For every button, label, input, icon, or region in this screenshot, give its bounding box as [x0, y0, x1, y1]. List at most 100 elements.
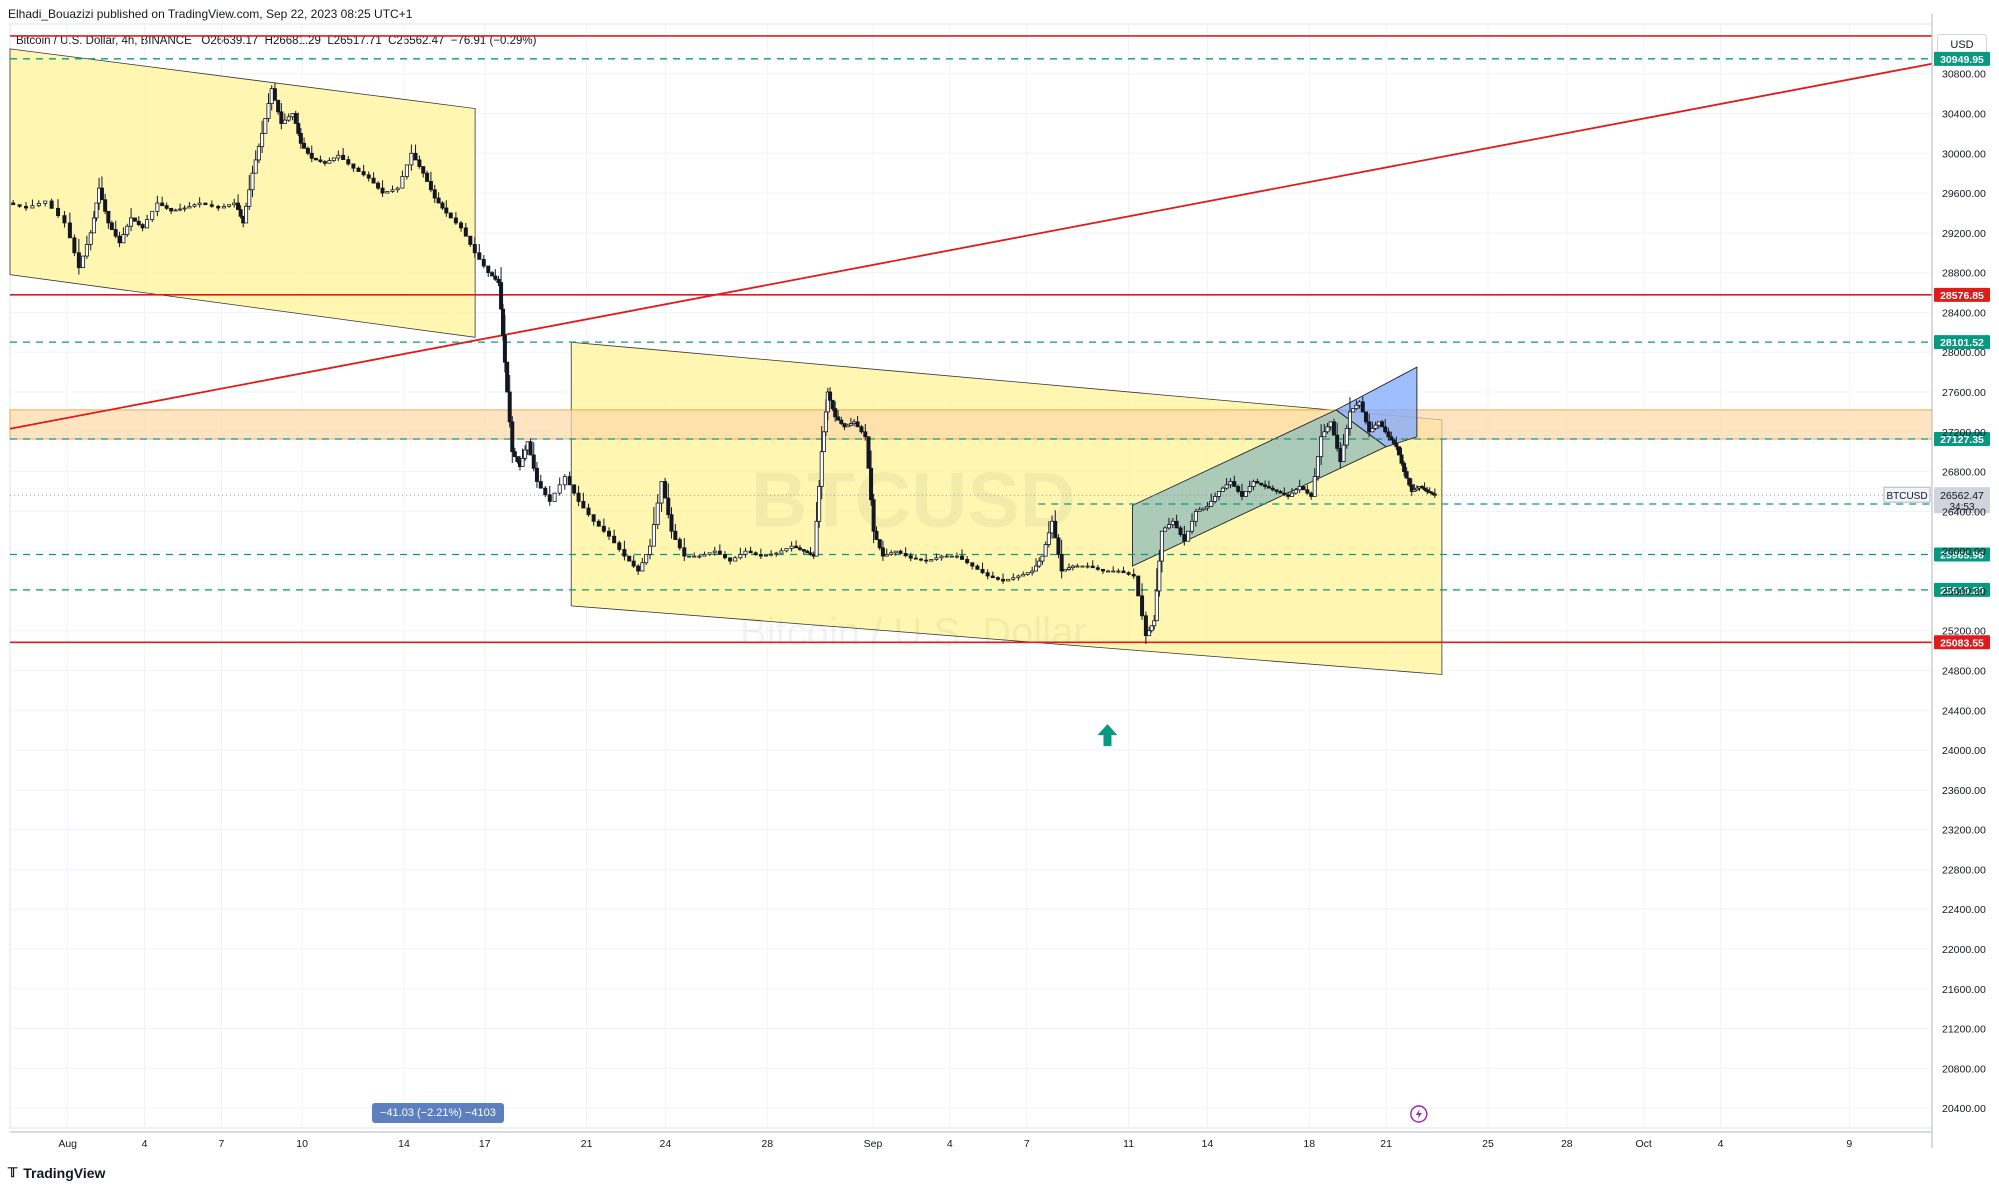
- candle-body: [356, 167, 361, 172]
- candle-body: [677, 539, 682, 549]
- candle-body: [612, 535, 617, 544]
- candle-body: [132, 217, 137, 222]
- tradingview-logo-icon: 𝕋: [8, 1165, 18, 1180]
- candle-body: [448, 212, 453, 219]
- candle-body: [1205, 505, 1210, 509]
- candle-body: [859, 426, 864, 433]
- y-tick-label: 24800.00: [1942, 665, 1986, 677]
- candle-body: [290, 113, 295, 118]
- candle-body: [607, 530, 612, 537]
- candle-body: [648, 545, 653, 555]
- candle-body: [528, 441, 533, 456]
- candle-body: [601, 525, 606, 532]
- candle-body: [178, 208, 183, 211]
- candle-body: [965, 559, 970, 564]
- candle-body: [1090, 565, 1095, 569]
- candle-body: [1357, 401, 1362, 406]
- candle-body: [428, 181, 433, 191]
- candle-body: [1186, 530, 1191, 542]
- candle-body: [1379, 421, 1384, 428]
- candle-body: [525, 441, 530, 451]
- candle-body: [939, 555, 944, 559]
- candle-body: [1344, 428, 1349, 446]
- candle-body: [866, 436, 871, 469]
- candle-body: [1236, 486, 1241, 492]
- candle-body: [1075, 565, 1080, 568]
- candle-body: [581, 501, 586, 509]
- candle-body: [722, 554, 727, 559]
- x-tick-label: 9: [1846, 1138, 1852, 1150]
- candle-body: [361, 171, 366, 176]
- watermark-name: Bitcoin / U.S. Dollar: [740, 611, 1087, 655]
- candle-body: [975, 565, 980, 570]
- candle-body: [1111, 570, 1116, 573]
- candle-body: [1136, 575, 1141, 597]
- candle-body: [11, 202, 16, 206]
- currency-button[interactable]: USD: [1937, 34, 1987, 56]
- candle-body: [842, 423, 847, 428]
- candle-body: [682, 547, 687, 557]
- candle-body: [1425, 489, 1430, 492]
- candle-body: [1255, 481, 1260, 484]
- candle-body: [1351, 408, 1356, 413]
- candle-body: [322, 161, 327, 164]
- price-level-tag: [1934, 335, 1990, 350]
- y-tick-label: 27600.00: [1942, 387, 1986, 399]
- candle-body: [596, 520, 601, 527]
- close-value: 26562.47: [396, 35, 445, 47]
- candle-body: [517, 461, 522, 467]
- candle-body: [125, 225, 130, 235]
- candle-body: [1067, 567, 1072, 570]
- candle-body: [1106, 570, 1111, 573]
- candle-body: [1376, 421, 1381, 426]
- candle-body: [413, 152, 418, 161]
- x-tick-label: Oct: [1636, 1138, 1652, 1150]
- candle-body: [97, 187, 102, 204]
- x-tick-label: 28: [1561, 1138, 1573, 1150]
- footer-brand: TradingView: [23, 1165, 106, 1181]
- y-tick-label: 25600.00: [1942, 586, 1986, 598]
- candle-body: [1201, 507, 1206, 511]
- candle-body: [499, 282, 504, 310]
- yellow-zone-aug: [9, 48, 476, 338]
- candle-body: [784, 548, 789, 552]
- candle-body: [1430, 492, 1435, 495]
- x-tick-label: 4: [947, 1138, 953, 1150]
- candle-body: [236, 202, 241, 211]
- candle-body: [1116, 570, 1121, 573]
- candle-body: [823, 411, 828, 433]
- watermark-symbol: BTCUSD: [751, 455, 1076, 543]
- candle-body: [221, 205, 226, 209]
- candle-body: [155, 202, 160, 212]
- candle-body: [238, 209, 243, 217]
- candle-body: [187, 205, 192, 209]
- candle-body: [1037, 560, 1042, 567]
- candle-body: [1367, 421, 1372, 433]
- candle-body: [779, 550, 784, 554]
- candle-body: [1289, 492, 1294, 497]
- candle-body: [1080, 565, 1085, 568]
- y-tick-label: 30000.00: [1942, 148, 1986, 160]
- candle-body: [376, 182, 381, 189]
- candle-body: [1232, 481, 1237, 487]
- candle-body: [819, 451, 824, 487]
- candle-body: [1143, 615, 1148, 637]
- candle-body: [507, 391, 512, 423]
- candle-body: [893, 550, 898, 554]
- candle-body: [825, 391, 830, 413]
- candle-body: [76, 252, 81, 269]
- x-tick-label: 11: [1123, 1138, 1134, 1150]
- candle-body: [663, 481, 668, 499]
- candle-body: [702, 554, 707, 557]
- candle-body: [346, 159, 351, 165]
- candle-body: [557, 484, 562, 494]
- plot-frame: [9, 23, 1933, 1129]
- y-tick-label: 26400.00: [1942, 506, 1986, 518]
- y-tick-label: 28800.00: [1942, 268, 1986, 280]
- candle-body: [106, 210, 111, 224]
- candle-body: [960, 555, 965, 560]
- candle-body: [929, 559, 934, 562]
- candle-body: [459, 222, 464, 229]
- candle-body: [1159, 530, 1164, 562]
